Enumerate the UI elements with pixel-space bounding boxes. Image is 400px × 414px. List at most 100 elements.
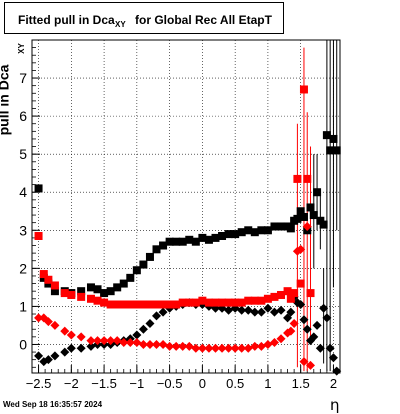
series-2-point-0 <box>34 231 43 240</box>
series-0-point-49 <box>322 131 331 140</box>
series-1-point-38 <box>286 307 296 317</box>
series-2-point-2 <box>44 275 53 284</box>
series-2-point-15 <box>139 300 148 309</box>
series-0-point-32 <box>250 228 259 237</box>
x-tick-label-9: 2 <box>330 376 337 391</box>
series-0-point-21 <box>178 237 187 246</box>
series-0-point-28 <box>224 230 233 239</box>
x-tick-label-3: −1 <box>129 376 144 391</box>
series-0-point-48 <box>319 220 328 229</box>
series-3-point-31 <box>243 343 253 353</box>
x-tick-label-6: 0.5 <box>226 376 244 391</box>
series-3-point-22 <box>184 341 194 351</box>
series-0-point-26 <box>211 233 220 242</box>
timestamp: Wed Sep 18 16:35:57 2024 <box>3 400 103 409</box>
series-2-point-17 <box>152 300 161 309</box>
series-3-point-5 <box>66 330 76 340</box>
series-1-point-41 <box>296 299 306 309</box>
series-1-point-4 <box>60 347 70 357</box>
series-0-point-10 <box>106 287 115 296</box>
series-3-point-23 <box>191 343 201 353</box>
x-tick-label-5: 0 <box>199 376 206 391</box>
y-tick-label-2: 2 <box>19 260 27 276</box>
series-3-point-0 <box>34 313 44 323</box>
series-2-point-29 <box>231 298 240 307</box>
series-1-point-3 <box>50 351 60 361</box>
series-2-point-38 <box>286 294 295 303</box>
series-2-point-11 <box>113 300 122 309</box>
series-0-point-16 <box>145 252 154 261</box>
x-tick-label-2: −1.5 <box>91 376 117 391</box>
series-3-point-9 <box>99 336 109 346</box>
series-0-point-52 <box>332 146 341 155</box>
series-1-point-47 <box>315 343 325 353</box>
series-0-point-29 <box>231 230 240 239</box>
series-3-point-2 <box>43 317 53 327</box>
series-3-point-33 <box>256 341 266 351</box>
y-tick-label-1: 1 <box>19 298 27 314</box>
series-0-point-41 <box>296 207 305 216</box>
series-2-point-21 <box>178 298 187 307</box>
series-2-point-37 <box>283 287 292 296</box>
series-2-point-31 <box>244 296 253 305</box>
series-1-point-50 <box>325 343 335 353</box>
series-0-point-33 <box>257 226 266 235</box>
series-0-point-40 <box>293 214 302 223</box>
series-2-point-34 <box>263 294 272 303</box>
series-3-point-27 <box>217 343 227 353</box>
series-0-point-19 <box>165 237 174 246</box>
series-3-point-11 <box>112 336 122 346</box>
series-1-point-28 <box>224 305 234 315</box>
series-2-point-23 <box>191 298 200 307</box>
y-tick-label-5: 5 <box>19 146 27 162</box>
series-2-point-27 <box>218 298 227 307</box>
series-1-point-52 <box>332 366 342 376</box>
series-2-point-33 <box>257 296 266 305</box>
series-3-point-29 <box>230 343 240 353</box>
series-2-point-1 <box>39 270 48 279</box>
series-2-point-43 <box>303 174 312 183</box>
series-1-point-34 <box>263 303 273 313</box>
series-2-point-18 <box>159 300 168 309</box>
y-tick-label-7: 7 <box>19 70 27 86</box>
series-1-point-46 <box>312 320 322 330</box>
series-2-point-3 <box>50 281 59 290</box>
series-0-point-50 <box>326 146 335 155</box>
series-1-point-6 <box>76 343 86 353</box>
y-tick-label-6: 6 <box>19 108 27 124</box>
series-2-point-5 <box>67 290 76 299</box>
series-0-point-44 <box>306 203 315 212</box>
x-tick-label-0: −2.5 <box>26 376 52 391</box>
y-axis-label-main: pull in Dca <box>0 64 12 136</box>
chart-title: Fitted pull in Dca <box>18 13 115 27</box>
series-0-point-22 <box>185 235 194 244</box>
series-3-point-32 <box>250 341 260 351</box>
series-3-point-13 <box>125 338 135 348</box>
series-3-point-20 <box>171 341 181 351</box>
series-0-point-51 <box>329 134 338 143</box>
series-0-point-13 <box>126 273 135 282</box>
chart-title-box: Fitted pull in Dca XY for Global Rec All… <box>4 2 284 34</box>
series-1-point-43 <box>302 324 312 334</box>
chart-title-rest: for Global Rec All EtapT <box>135 13 272 27</box>
series-0-point-6 <box>77 287 86 296</box>
series-3-point-10 <box>106 336 116 346</box>
series-1-point-49 <box>322 313 332 323</box>
series-3-point-30 <box>237 343 247 353</box>
series-2-point-40 <box>293 174 302 183</box>
series-2-point-24 <box>198 296 207 305</box>
series-1-point-16 <box>145 319 155 329</box>
series-3-point-15 <box>138 339 148 349</box>
y-tick-label-4: 4 <box>19 184 27 200</box>
series-1-point-17 <box>152 311 162 321</box>
series-0-point-30 <box>237 228 246 237</box>
series-3-point-6 <box>76 332 86 342</box>
series-3-point-24 <box>197 343 207 353</box>
series-3-point-19 <box>165 341 175 351</box>
series-1-point-35 <box>269 307 279 317</box>
series-3-point-21 <box>178 341 188 351</box>
series-2-point-7 <box>86 294 95 303</box>
series-3-point-34 <box>263 339 273 349</box>
series-2-point-6 <box>77 292 86 301</box>
